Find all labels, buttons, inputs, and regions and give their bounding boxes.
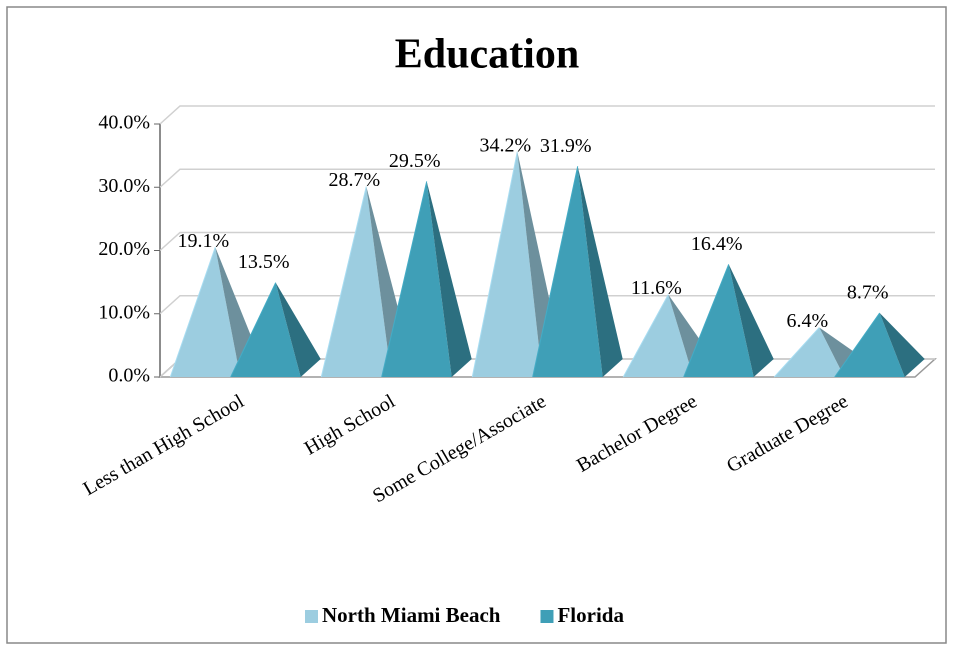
pyramid-edge [683, 264, 730, 378]
legend-label: Florida [557, 603, 624, 627]
value-label: 6.4% [786, 310, 828, 332]
value-label: 13.5% [238, 251, 290, 273]
pyramid-side [577, 166, 623, 377]
pyramid-front [834, 312, 905, 377]
value-label: 8.7% [847, 282, 889, 304]
value-label: 19.1% [177, 230, 229, 252]
value-label: 34.2% [479, 134, 531, 156]
pyramid-edge [381, 181, 428, 378]
pyramid [683, 264, 774, 378]
pyramid-front [683, 264, 754, 377]
value-label: 29.5% [389, 150, 441, 172]
pyramid-front [472, 151, 543, 377]
value-label: 28.7% [328, 169, 380, 191]
pyramid-side [426, 181, 472, 377]
pyramid-front [532, 166, 603, 377]
pyramid-side [879, 312, 925, 377]
pyramid-edge [622, 294, 669, 378]
chart-title: Education [395, 32, 579, 78]
pyramid-front [774, 327, 845, 377]
legend-swatch [305, 610, 318, 623]
chart-frame [6, 6, 947, 644]
pyramid-edge [169, 247, 216, 378]
pyramid-front [381, 181, 452, 377]
pyramid [834, 312, 925, 378]
grid-line [159, 231, 935, 252]
value-label: 31.9% [540, 135, 592, 157]
pyramid [532, 166, 623, 378]
legend-label: North Miami Beach [322, 603, 501, 627]
y-tick-label: 0.0% [108, 365, 150, 387]
pyramid-edge [834, 312, 881, 378]
pyramid-side [728, 264, 774, 377]
grid-line [159, 168, 935, 188]
y-tick-label: 10.0% [98, 301, 150, 323]
value-label: 11.6% [631, 277, 682, 299]
pyramid [230, 282, 321, 378]
pyramid-front [170, 247, 241, 377]
y-tick-label: 40.0% [98, 112, 150, 134]
pyramid-edge [230, 282, 277, 378]
grid-line [159, 295, 935, 315]
pyramid-edge [471, 151, 518, 378]
pyramid-edge [773, 327, 820, 378]
y-tick-label: 30.0% [98, 175, 150, 197]
y-tick-label: 20.0% [98, 238, 150, 260]
pyramid-front [623, 294, 694, 377]
pyramid-edge [320, 186, 367, 378]
pyramid-side [275, 282, 321, 377]
pyramid-front [321, 186, 392, 377]
value-label: 16.4% [691, 233, 743, 255]
pyramid [381, 181, 472, 378]
legend-swatch [540, 610, 554, 623]
pyramid-front [230, 282, 301, 377]
grid-line [159, 105, 935, 125]
pyramid-edge [532, 166, 579, 378]
